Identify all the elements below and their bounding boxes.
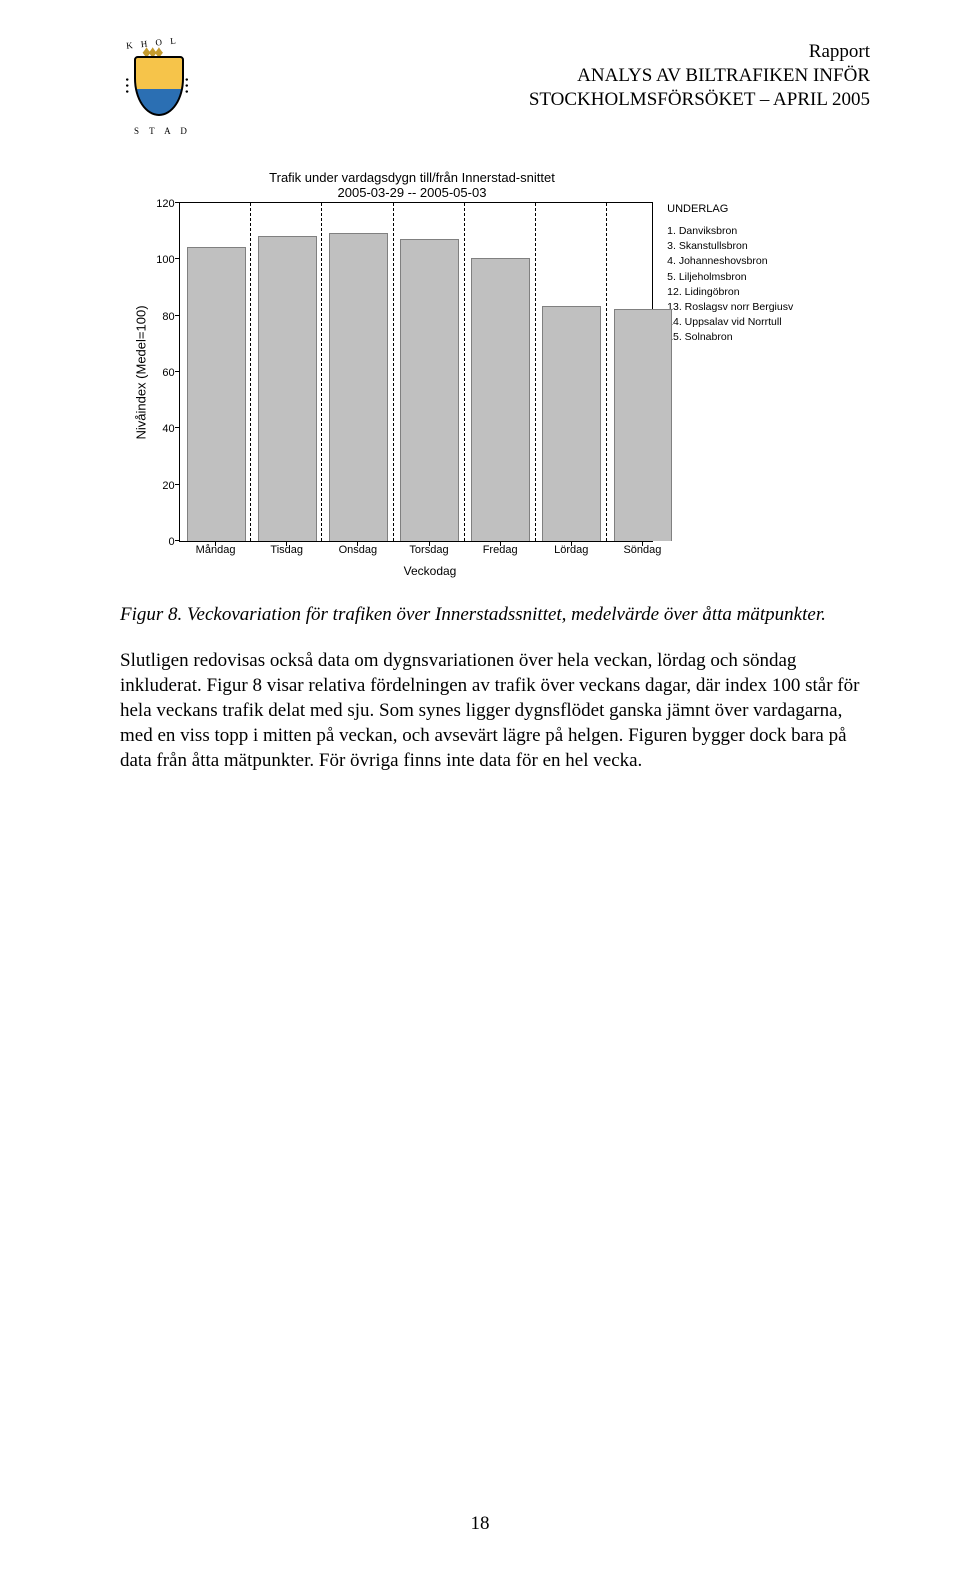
legend-item: 5. Liljeholmsbron	[667, 270, 800, 285]
gridline	[321, 203, 322, 541]
y-tick-mark	[175, 202, 180, 203]
y-tick-mark	[175, 540, 180, 541]
header-line1: Rapport	[210, 40, 870, 64]
bar	[400, 239, 459, 541]
page: K H O L ♦♦♦ • • • • • • S T A D Rapport …	[0, 0, 960, 1579]
x-axis-label: Veckodag	[180, 564, 680, 578]
legend-item: 1. Danviksbron	[667, 224, 800, 239]
x-tick-label: Lördag	[554, 544, 588, 556]
y-tick-mark	[175, 371, 180, 372]
header-line2: ANALYS AV BILTRAFIKEN INFÖR	[210, 64, 870, 88]
y-tick-mark	[175, 258, 180, 259]
chart-container: Trafik under vardagsdygn till/från Inner…	[120, 170, 870, 578]
gridline	[606, 203, 607, 541]
y-axis-label: Nivåindex (Medel=100)	[130, 202, 152, 542]
bar	[187, 247, 246, 541]
logo-dots-right: • • •	[183, 78, 194, 94]
bar-chart: Trafik under vardagsdygn till/från Inner…	[130, 170, 800, 578]
page-header: K H O L ♦♦♦ • • • • • • S T A D Rapport …	[120, 40, 870, 130]
y-tick-mark	[175, 427, 180, 428]
figure-caption: Figur 8. Veckovariation för trafiken öve…	[120, 604, 870, 626]
header-line3: STOCKHOLMSFÖRSÖKET – APRIL 2005	[210, 88, 870, 112]
bar	[542, 306, 601, 541]
page-number: 18	[0, 1513, 960, 1535]
x-tick-label: Fredag	[483, 544, 518, 556]
bar	[614, 309, 673, 541]
gridline	[250, 203, 251, 541]
legend-item: 14. Uppsalav vid Norrtull	[667, 315, 800, 330]
chart-row: Nivåindex (Medel=100) 020406080100120 UN…	[130, 202, 800, 542]
y-tick-label: 80	[162, 311, 174, 323]
y-tick-label: 100	[156, 254, 174, 266]
y-tick-label: 60	[162, 367, 174, 379]
chart-title-line1: Trafik under vardagsdygn till/från Inner…	[152, 170, 672, 185]
y-ticks: 020406080100120	[152, 202, 179, 542]
chart-legend: UNDERLAG 1. Danviksbron3. Skanstullsbron…	[653, 202, 800, 542]
x-tick-label: Torsdag	[409, 544, 448, 556]
legend-item: 12. Lidingöbron	[667, 285, 800, 300]
chart-plot-area	[179, 202, 654, 542]
y-tick-label: 40	[162, 423, 174, 435]
gridline	[535, 203, 536, 541]
chart-title: Trafik under vardagsdygn till/från Inner…	[152, 170, 672, 200]
bar	[329, 233, 388, 541]
y-tick-label: 120	[156, 198, 174, 210]
gridline	[393, 203, 394, 541]
x-tick-label: Söndag	[623, 544, 661, 556]
chart-title-line2: 2005-03-29 -- 2005-05-03	[152, 185, 672, 200]
x-tick-label: Måndag	[196, 544, 236, 556]
logo-bottom-text: S T A D	[134, 126, 191, 136]
legend-item: 13. Roslagsv norr Bergiusv	[667, 300, 800, 315]
bar	[258, 236, 317, 541]
x-ticks: Måndag Tisdag Onsdag Torsdag Fredag Lördag Sön…	[180, 542, 680, 562]
y-tick-mark	[175, 484, 180, 485]
legend-items: 1. Danviksbron3. Skanstullsbron4. Johann…	[667, 224, 800, 346]
gridline	[464, 203, 465, 541]
legend-header: UNDERLAG	[667, 202, 800, 218]
body-paragraph: Slutligen redovisas också data om dygnsv…	[120, 648, 870, 773]
x-tick-label: Onsdag	[339, 544, 378, 556]
bar	[471, 258, 530, 541]
y-tick-mark	[175, 315, 180, 316]
logo-dots-left: • • •	[120, 78, 131, 94]
legend-item: 4. Johanneshovsbron	[667, 254, 800, 269]
legend-item: 3. Skanstullsbron	[667, 239, 800, 254]
x-tick-label: Tisdag	[270, 544, 303, 556]
y-tick-label: 0	[168, 536, 174, 548]
shield-icon	[134, 56, 184, 116]
stockholm-city-logo: K H O L ♦♦♦ • • • • • • S T A D	[120, 40, 194, 130]
legend-item: 15. Solnabron	[667, 330, 800, 345]
header-titles: Rapport ANALYS AV BILTRAFIKEN INFÖR STOC…	[210, 40, 870, 111]
logo-cell: K H O L ♦♦♦ • • • • • • S T A D	[120, 40, 210, 130]
y-tick-label: 20	[162, 480, 174, 492]
